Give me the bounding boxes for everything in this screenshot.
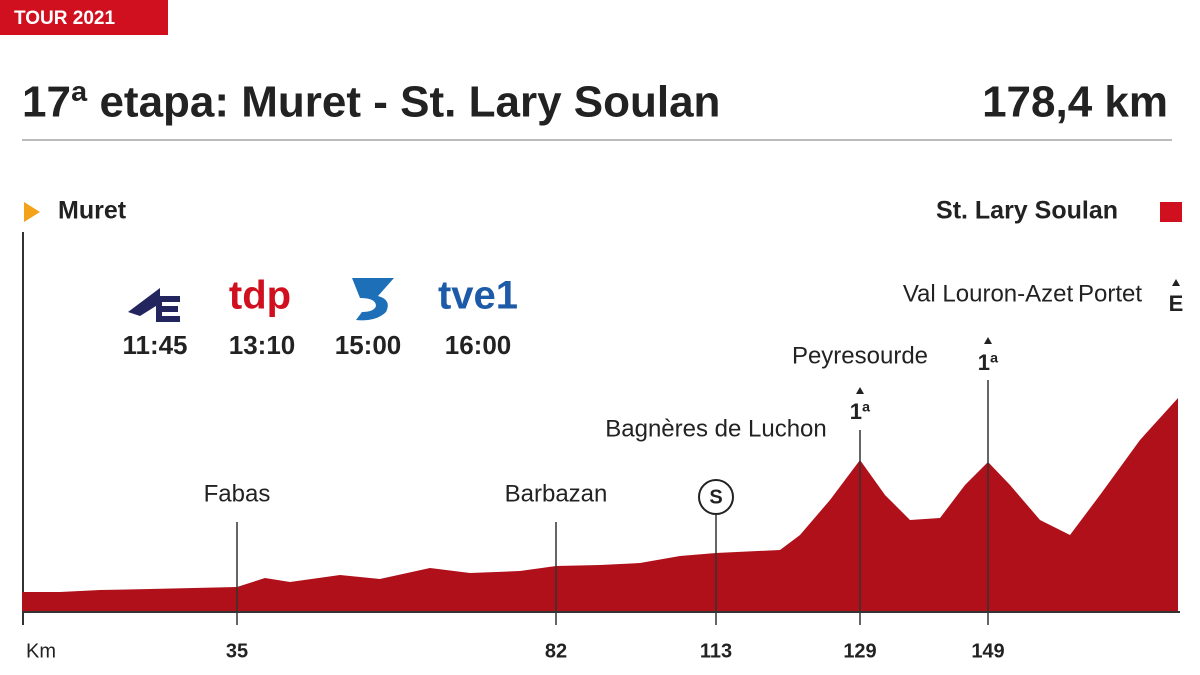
- km-label: 113: [700, 640, 732, 662]
- logo-tdp: tdp: [229, 274, 291, 318]
- km-label: 129: [843, 640, 876, 662]
- waypoint-name: Fabas: [204, 480, 271, 507]
- finish: St. Lary Soulan: [936, 197, 1118, 225]
- start: Muret: [58, 197, 127, 225]
- elevation-profile: [22, 398, 1178, 612]
- badge-bg: [0, 0, 168, 35]
- waypoint-name: Barbazan: [505, 480, 608, 507]
- logo-tve1: tve1: [438, 274, 518, 318]
- sprint-marker: [698, 479, 734, 515]
- waypoint-name: Bagnères de Luchon: [605, 415, 827, 442]
- logo-teledeporte: [350, 276, 396, 321]
- badge: TOUR 2021: [14, 8, 115, 29]
- title: 17ª etapa: Muret - St. Lary Soulan: [22, 78, 720, 127]
- broadcast-time: 16:00: [445, 330, 512, 360]
- sprint-label: S: [709, 486, 722, 508]
- climb-marker: [1172, 279, 1180, 286]
- climb-category: 1ª: [978, 350, 999, 375]
- km-label: 82: [545, 640, 567, 662]
- km-label: 149: [971, 640, 1004, 662]
- climb-category: 1ª: [850, 399, 871, 424]
- start-icon: [24, 202, 40, 222]
- distance: 178,4 km: [982, 78, 1168, 127]
- waypoints: Fabas 35 Barbazan 82 Bagnères de Luchon 113 S P…: [204, 279, 1184, 662]
- broadcast-time: 13:10: [229, 330, 296, 360]
- finish-icon: [1160, 202, 1182, 222]
- logo-eurosport: [128, 288, 180, 322]
- broadcast-time: 15:00: [335, 330, 402, 360]
- km-label: 35: [226, 640, 248, 662]
- waypoint-name: Peyresourde: [792, 342, 928, 369]
- waypoint-name: Portet: [1078, 280, 1142, 307]
- climb-category: E: [1169, 291, 1184, 316]
- waypoint-name: Val Louron-Azet: [903, 280, 1074, 307]
- broadcast-time: 11:45: [122, 330, 187, 360]
- climb-marker: [856, 387, 864, 394]
- axis-label: Km: [26, 640, 56, 662]
- climb-marker: [984, 337, 992, 344]
